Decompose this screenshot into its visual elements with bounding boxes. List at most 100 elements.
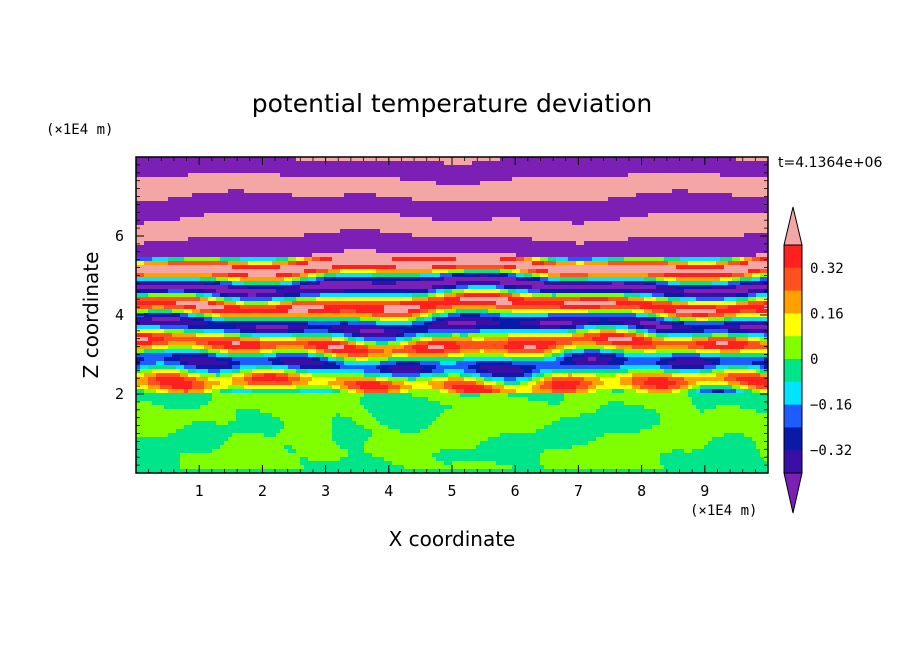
contour-cell <box>168 157 173 162</box>
contour-cell <box>152 169 157 174</box>
contour-cell <box>628 229 633 234</box>
contour-cell <box>568 253 573 258</box>
contour-cell <box>612 189 617 194</box>
contour-cell <box>160 229 165 234</box>
contour-cell <box>748 237 753 242</box>
contour-cell <box>236 245 241 250</box>
contour-cell <box>204 213 209 218</box>
contour-cell <box>364 261 369 266</box>
contour-cell <box>556 269 561 274</box>
contour-cell <box>752 197 757 202</box>
contour-cell <box>504 217 509 222</box>
contour-cell <box>244 177 249 182</box>
contour-cell <box>172 229 177 234</box>
contour-cell <box>240 177 245 182</box>
contour-cell <box>360 205 365 210</box>
contour-cell <box>260 173 265 178</box>
contour-cell <box>516 261 521 266</box>
contour-cell <box>268 169 273 174</box>
contour-cell <box>436 277 441 282</box>
contour-cell <box>224 157 229 162</box>
contour-cell <box>408 177 413 182</box>
contour-cell <box>476 249 481 254</box>
contour-cell <box>344 189 349 194</box>
contour-cell <box>452 237 457 242</box>
contour-cell <box>576 277 581 282</box>
contour-cell <box>552 205 557 210</box>
contour-cell <box>608 209 613 214</box>
contour-cell <box>456 201 461 206</box>
contour-cell <box>436 245 441 250</box>
contour-cell <box>204 217 209 222</box>
contour-cell <box>148 269 153 274</box>
contour-cell <box>420 157 425 162</box>
contour-cell <box>724 205 729 210</box>
contour-cell <box>544 161 549 166</box>
contour-cell <box>700 205 705 210</box>
contour-cell <box>580 205 585 210</box>
contour-cell <box>628 181 633 186</box>
contour-cell <box>424 253 429 258</box>
contour-cell <box>740 217 745 222</box>
contour-cell <box>744 225 749 230</box>
contour-cell <box>752 273 757 278</box>
contour-cell <box>744 229 749 234</box>
contour-cell <box>176 225 181 230</box>
contour-cell <box>564 217 569 222</box>
contour-cell <box>184 169 189 174</box>
contour-cell <box>392 189 397 194</box>
contour-cell <box>344 233 349 238</box>
contour-cell <box>572 217 577 222</box>
contour-cell <box>696 209 701 214</box>
contour-cell <box>712 181 717 186</box>
contour-cell <box>192 201 197 206</box>
contour-cell <box>324 197 329 202</box>
contour-cell <box>536 157 541 162</box>
contour-cell <box>488 273 493 278</box>
contour-cell <box>276 189 281 194</box>
contour-cell <box>260 193 265 198</box>
contour-cell <box>284 193 289 198</box>
contour-cell <box>348 273 353 278</box>
contour-cell <box>348 265 353 270</box>
contour-cell <box>628 201 633 206</box>
contour-cell <box>572 189 577 194</box>
contour-cell <box>380 185 385 190</box>
contour-cell <box>228 281 233 286</box>
contour-cell <box>732 269 737 274</box>
contour-cell <box>600 181 605 186</box>
contour-cell <box>136 225 141 230</box>
contour-cell <box>564 165 569 170</box>
contour-cell <box>288 193 293 198</box>
contour-cell <box>568 217 573 222</box>
contour-cell <box>564 169 569 174</box>
contour-cell <box>608 233 613 238</box>
contour-cell <box>400 209 405 214</box>
contour-cell <box>228 277 233 282</box>
contour-cell <box>628 221 633 226</box>
contour-cell <box>520 273 525 278</box>
contour-cell <box>168 165 173 170</box>
contour-cell <box>756 229 761 234</box>
contour-cell <box>644 245 649 250</box>
contour-cell <box>680 209 685 214</box>
contour-cell <box>608 273 613 278</box>
contour-cell <box>264 269 269 274</box>
contour-cell <box>352 209 357 214</box>
contour-cell <box>224 281 229 286</box>
contour-cell <box>760 229 765 234</box>
contour-cell <box>348 269 353 274</box>
contour-cell <box>324 157 329 162</box>
contour-cell <box>704 173 709 178</box>
contour-cell <box>176 265 181 270</box>
contour-cell <box>504 169 509 174</box>
contour-cell <box>716 249 721 254</box>
contour-cell <box>580 217 585 222</box>
contour-cell <box>404 225 409 230</box>
contour-cell <box>596 225 601 230</box>
contour-cell <box>532 165 537 170</box>
contour-cell <box>396 261 401 266</box>
contour-cell <box>456 197 461 202</box>
contour-cell <box>724 249 729 254</box>
contour-cell <box>748 209 753 214</box>
